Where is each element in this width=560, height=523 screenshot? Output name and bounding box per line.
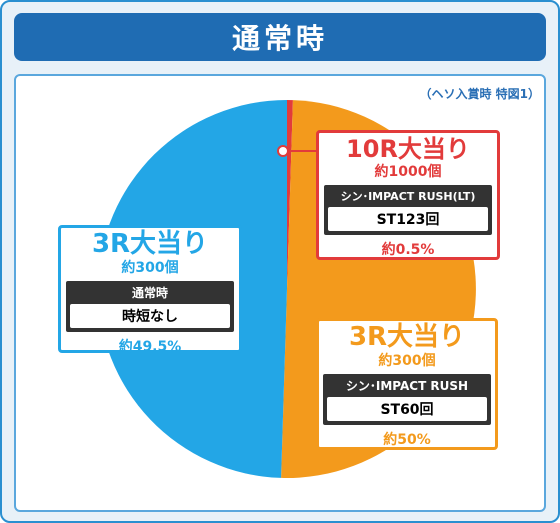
callout-3r-rush-result: ST60回 xyxy=(327,397,487,421)
callout-3r-normal: 3R大当り 約300個 通常時 時短なし 約49.5% xyxy=(58,225,242,355)
callout-3r-rush-mode-box: シン･IMPACT RUSH ST60回 xyxy=(323,374,491,425)
red-callout-connector-dot xyxy=(277,145,289,157)
callout-10r-result: ST123回 xyxy=(328,207,488,231)
callout-3r-normal-mode: 通常時 xyxy=(131,286,168,300)
callout-3r-normal-count: 約300個 xyxy=(121,260,179,276)
callout-10r-pct: 約0.5% xyxy=(381,242,435,258)
callout-10r-count: 約1000個 xyxy=(374,164,442,180)
callout-3r-rush-title: 3R大当り xyxy=(348,322,466,352)
callout-3r-rush-mode: シン･IMPACT RUSH xyxy=(345,379,469,393)
callout-10r-mode: シン･IMPACT RUSH(LT) xyxy=(340,190,476,203)
callout-3r-normal-title: 3R大当り xyxy=(91,229,209,259)
callout-10r: 10R大当り 約1000個 シン･IMPACT RUSH(LT) ST123回 … xyxy=(316,130,500,260)
callout-10r-mode-box: シン･IMPACT RUSH(LT) ST123回 xyxy=(324,185,492,235)
callout-10r-title: 10R大当り xyxy=(346,135,470,163)
chart-note: （ヘソ入賞時 特図1） xyxy=(419,87,540,101)
page-title: 通常時 xyxy=(14,13,546,61)
callout-3r-rush-pct: 約50% xyxy=(383,432,431,448)
callout-3r-normal-pct: 約49.5% xyxy=(118,339,182,355)
callout-3r-normal-result: 時短なし xyxy=(70,304,230,328)
pie-slice-0 xyxy=(287,100,293,289)
callout-3r-rush-count: 約300個 xyxy=(378,353,436,369)
callout-3r-normal-mode-box: 通常時 時短なし xyxy=(66,281,234,332)
callout-3r-rush: 3R大当り 約300個 シン･IMPACT RUSH ST60回 約50% xyxy=(316,318,498,450)
